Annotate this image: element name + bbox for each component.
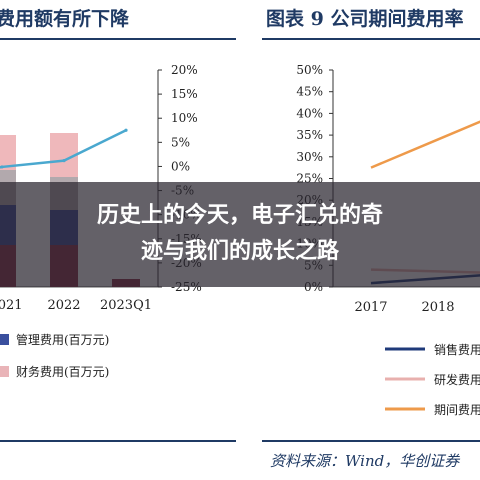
source-note: 资料来源：Wind，华创证券 [270,452,460,470]
right-series-line [370,120,480,169]
headline-line-2: 迹与我们的成长之路 [140,239,339,264]
right-y-tick-label: 50% [296,63,323,77]
headline-line-1: 历史上的今天，电子汇兑的奇 [96,203,383,228]
left-line-point [62,159,66,163]
left-series-line [0,129,127,169]
right-y-tick-label: 35% [296,128,323,142]
left-y2-tick-label: 5% [171,135,190,149]
left-y2-tick-label: 0% [171,159,190,173]
left-x-tick-label: 2021 [0,298,23,313]
left-legend-swatch [0,334,9,345]
left-x-tick-label: 2022 [47,298,80,313]
right-y-tick-label: 45% [296,85,323,99]
left-chart-title: 费用额有所下降 [0,8,130,30]
left-title-rule [0,38,236,40]
left-legend-swatch [0,366,9,377]
right-y-tick-label: 30% [296,150,323,164]
left-line-point [124,128,128,132]
right-x-tick-label: 2017 [354,300,387,315]
right-chart-title: 图表 9 公司期间费用率 [266,8,464,30]
headline-text: 历史上的今天，电子汇兑的奇 迹与我们的成长之路 [0,198,480,270]
left-bar-segment [0,135,16,170]
right-legend-label: 销售费用率 [434,342,480,357]
right-title-rule [262,38,480,40]
right-y-tick-label: 40% [296,106,323,120]
left-y2-tick-label: 15% [171,87,198,101]
left-y2-tick-label: 10% [171,111,198,125]
right-legend-label: 研发费用率 [434,372,480,387]
left-legend-label: 管理费用(百万元) [16,332,109,347]
headline-overlay [0,182,480,287]
left-footer-rule [0,440,236,442]
left-line-point [0,165,4,169]
right-footer-rule [262,440,480,442]
right-x-tick-label: 2018 [421,300,454,315]
right-legend-label: 期间费用率 [434,402,480,417]
left-legend-label: 财务费用(百万元) [16,364,109,379]
left-y2-tick-label: 20% [171,63,198,77]
left-x-tick-label: 2023Q1 [100,298,152,313]
